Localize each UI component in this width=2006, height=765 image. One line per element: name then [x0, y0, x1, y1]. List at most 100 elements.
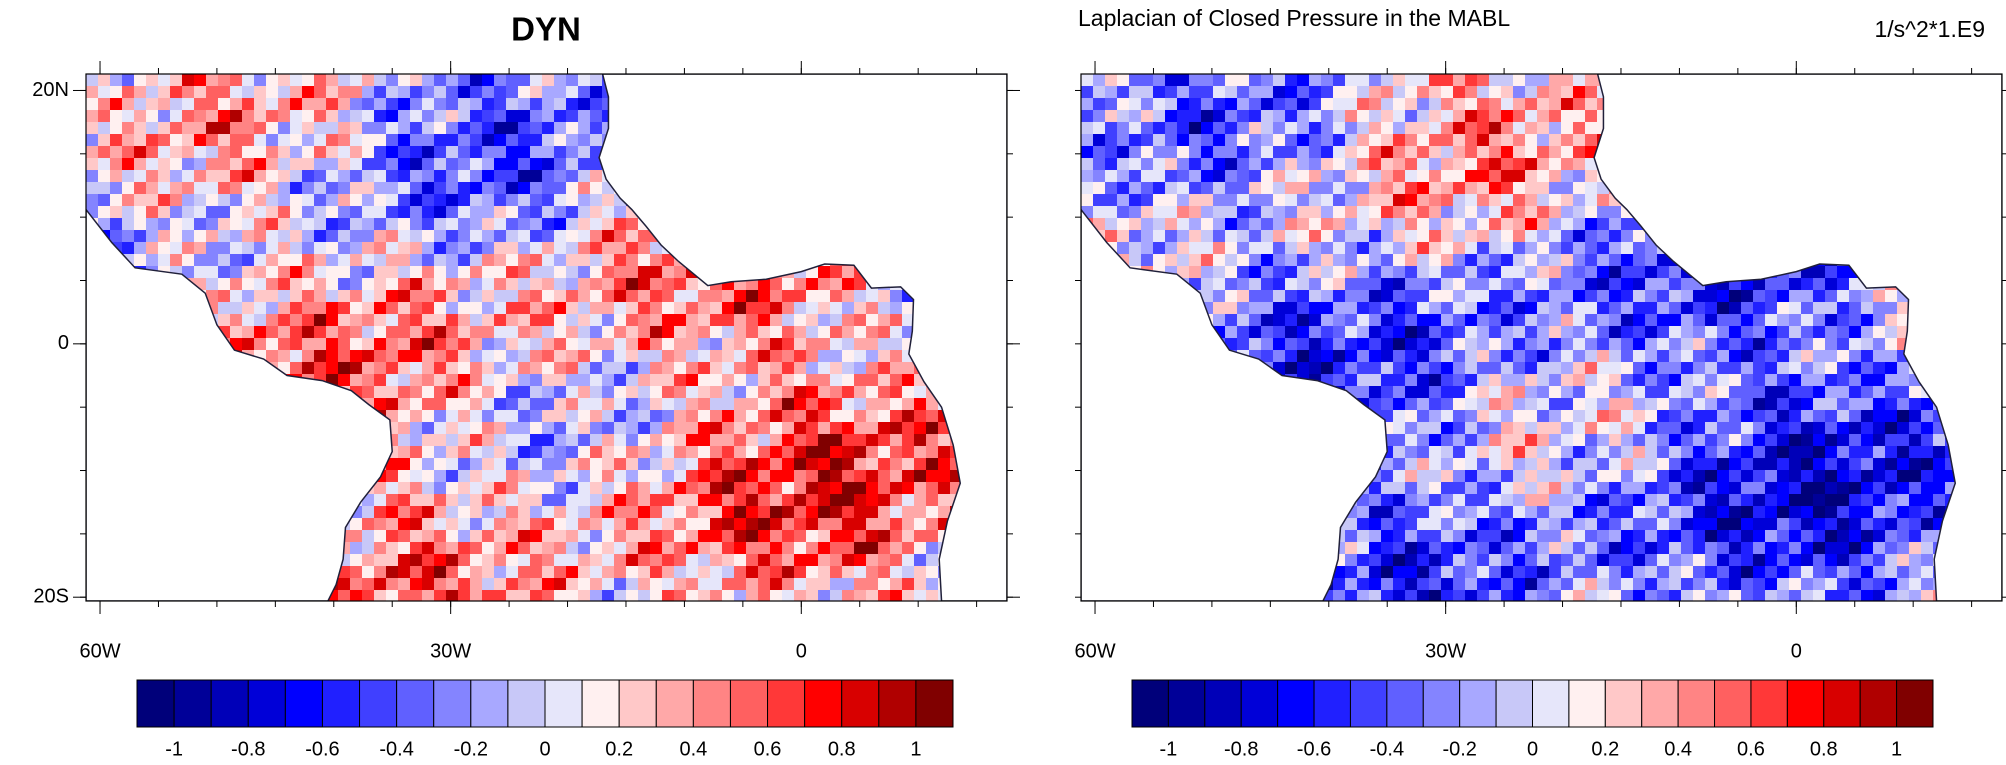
field-cell: [374, 566, 387, 579]
field-cell: [470, 518, 483, 531]
field-cell: [386, 314, 399, 327]
field-cell: [1309, 290, 1322, 303]
field-cell: [494, 110, 507, 123]
field-cell: [806, 290, 819, 303]
field-cell: [530, 218, 543, 231]
field-cell: [1381, 146, 1394, 159]
field-cell: [494, 542, 507, 555]
field-cell: [338, 362, 351, 375]
field-cell: [218, 194, 231, 207]
field-cell: [914, 434, 927, 447]
field-cell: [410, 86, 423, 99]
field-cell: [1213, 134, 1226, 147]
field-cell: [434, 494, 447, 507]
field-cell: [482, 566, 495, 579]
field-cell: [1513, 110, 1526, 123]
field-cell: [650, 326, 663, 339]
field-cell: [578, 482, 591, 495]
field-cell: [98, 122, 111, 135]
field-cell: [410, 446, 423, 459]
field-cell: [422, 554, 435, 567]
field-cell: [818, 302, 831, 315]
field-cell: [338, 254, 351, 267]
field-cell: [842, 566, 855, 579]
field-cell: [1417, 218, 1430, 231]
field-cell: [218, 146, 231, 159]
field-cell: [1321, 170, 1334, 183]
lat-tick-label: 0: [58, 332, 69, 354]
field-cell: [830, 386, 843, 399]
field-cell: [410, 374, 423, 387]
field-cell: [710, 482, 723, 495]
field-cell: [626, 386, 639, 399]
field-cell: [674, 266, 687, 279]
field-cell: [482, 122, 495, 135]
field-cell: [626, 446, 639, 459]
field-cell: [1201, 110, 1214, 123]
field-cell: [782, 326, 795, 339]
field-cell: [1309, 194, 1322, 207]
field-cell: [1141, 242, 1154, 255]
field-cell: [614, 542, 627, 555]
field-cell: [830, 542, 843, 555]
field-cell: [1381, 254, 1394, 267]
field-cell: [1633, 230, 1646, 243]
field-cell: [1237, 290, 1250, 303]
field-cell: [1549, 146, 1562, 159]
field-cell: [398, 194, 411, 207]
field-cell: [554, 542, 567, 555]
field-cell: [614, 506, 627, 519]
field-cell: [1237, 158, 1250, 171]
field-cell: [902, 578, 915, 591]
field-cell: [866, 434, 879, 447]
field-cell: [1225, 86, 1238, 99]
field-cell: [1117, 206, 1130, 219]
field-cell: [1261, 242, 1274, 255]
field-cell: [614, 362, 627, 375]
field-cell: [578, 158, 591, 171]
field-cell: [1609, 242, 1622, 255]
field-cell: [1201, 206, 1214, 219]
field-cell: [734, 458, 747, 471]
field-cell: [698, 458, 711, 471]
field-cell: [1357, 134, 1370, 147]
field-cell: [698, 314, 711, 327]
field-cell: [758, 398, 771, 411]
field-cell: [374, 254, 387, 267]
field-cell: [494, 338, 507, 351]
field-cell: [878, 566, 891, 579]
field-cell: [770, 554, 783, 567]
field-cell: [290, 110, 303, 123]
colorbar-box: [730, 680, 767, 727]
field-cell: [554, 578, 567, 591]
field-cell: [1573, 182, 1586, 195]
colorbar-box: [211, 680, 248, 727]
field-cell: [1513, 74, 1526, 87]
field-cell: [818, 422, 831, 435]
field-cell: [518, 554, 531, 567]
field-cell: [1297, 302, 1310, 315]
field-cell: [1345, 230, 1358, 243]
field-cell: [782, 278, 795, 291]
field-cell: [434, 98, 447, 111]
field-cell: [506, 74, 519, 87]
field-cell: [470, 326, 483, 339]
field-cell: [782, 410, 795, 423]
field-cell: [1261, 290, 1274, 303]
field-cell: [1141, 74, 1154, 87]
field-cell: [362, 158, 375, 171]
field-cell: [1237, 206, 1250, 219]
field-cell: [470, 218, 483, 231]
field-cell: [782, 506, 795, 519]
field-cell: [542, 302, 555, 315]
field-cell: [1513, 86, 1526, 99]
field-cell: [386, 278, 399, 291]
field-cell: [638, 482, 651, 495]
field-cell: [1465, 98, 1478, 111]
field-cell: [914, 554, 927, 567]
field-cell: [1153, 158, 1166, 171]
field-cell: [602, 278, 615, 291]
field-cell: [710, 566, 723, 579]
field-cell: [1561, 170, 1574, 183]
field-cell: [242, 74, 255, 87]
